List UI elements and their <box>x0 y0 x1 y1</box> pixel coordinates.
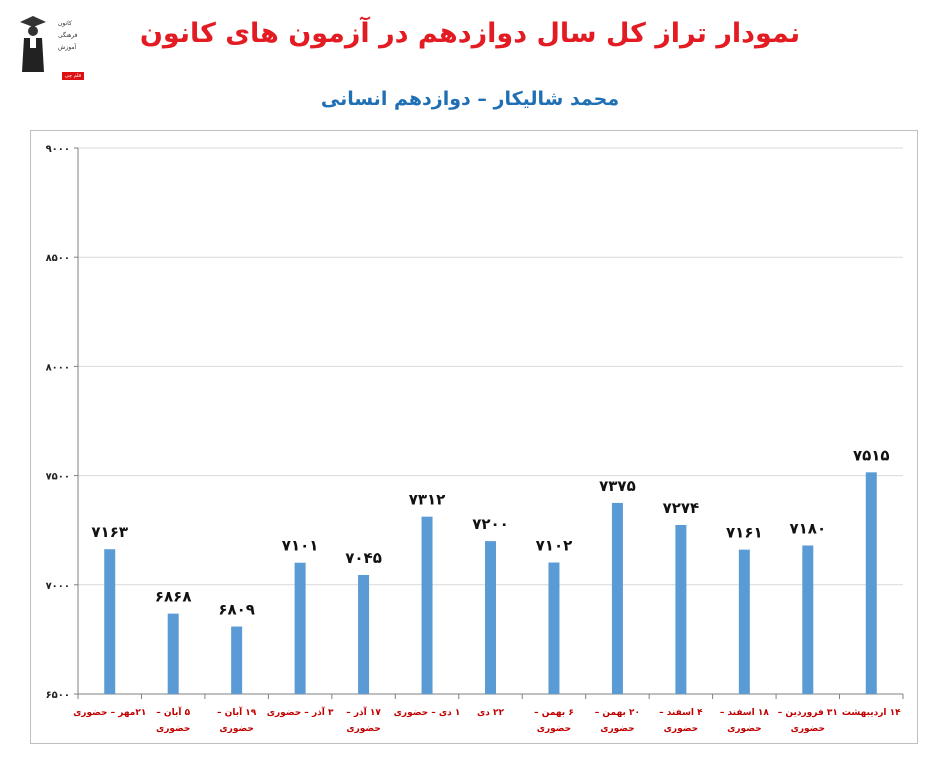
x-tick-label: ۱۸ اسفند – <box>720 708 770 718</box>
x-tick-label: ۲۱مهر – حضوری <box>73 708 146 718</box>
bar <box>865 472 877 694</box>
kanoon-logo: کانون فرهنگی آموزش قلم چی <box>18 14 84 80</box>
logo-badge: قلم چی <box>62 72 84 80</box>
chart-title: نمودار تراز کل سال دوازدهم در آزمون های … <box>139 18 801 49</box>
x-tick-label: ۴ اسفند – <box>659 708 703 718</box>
bars <box>104 472 877 694</box>
logo-line-2: فرهنگی <box>58 32 78 39</box>
x-tick-label: حضوری <box>156 724 190 734</box>
y-tick-label: ۷۵۰۰ <box>46 472 70 483</box>
data-label: ۷۲۷۴ <box>663 499 700 517</box>
x-tick-label: ۵ آبان – <box>156 706 190 718</box>
x-tick-label: ۳۱ فروردین – <box>778 708 838 718</box>
data-label: ۶۸۰۹ <box>218 601 255 619</box>
bar <box>167 613 179 694</box>
data-label: ۷۵۱۵ <box>853 446 890 464</box>
x-tick-label: ۱۹ آبان – <box>217 706 257 718</box>
data-label: ۷۱۶۳ <box>91 523 128 541</box>
bar <box>675 524 687 694</box>
x-tick-label: حضوری <box>537 724 571 734</box>
y-tick-label: ۶۵۰۰ <box>46 690 70 701</box>
y-tick-label: ۹۰۰۰ <box>46 144 70 155</box>
x-tick-label: حضوری <box>600 724 634 734</box>
x-tick-label: حضوری <box>664 724 698 734</box>
x-tick-label: ۲۰ بهمن – <box>595 708 640 718</box>
data-label: ۷۱۰۱ <box>282 537 319 555</box>
y-tick-label: ۷۰۰۰ <box>46 581 70 592</box>
bar <box>294 562 306 694</box>
x-tick-label: حضوری <box>727 724 761 734</box>
bar <box>548 562 560 694</box>
data-label: ۷۱۸۰ <box>789 519 826 537</box>
bar <box>485 541 496 694</box>
labels: ۶۵۰۰ ۷۰۰۰ ۷۵۰۰ ۸۰۰۰ ۸۵۰۰ ۹۰۰۰ ۷۱۶۳ ۲۱مهر – حضور… <box>46 144 902 734</box>
chart-frame <box>30 130 918 744</box>
x-tick-label: ۶ بهمن – <box>534 708 574 718</box>
data-label: ۶۸۶۸ <box>155 588 192 606</box>
data-label: ۷۳۷۵ <box>599 477 636 495</box>
y-tick-label: ۸۵۰۰ <box>46 253 70 264</box>
bar <box>611 502 623 694</box>
bar <box>231 626 243 694</box>
bar <box>802 545 814 694</box>
data-label: ۷۰۴۵ <box>345 549 382 567</box>
x-tick-label: ۳ آذر – حضوری <box>267 706 334 718</box>
y-tick-label: ۸۰۰۰ <box>46 362 70 373</box>
bar <box>104 549 116 694</box>
logo-line-1: کانون <box>58 20 72 27</box>
x-tick-label: ۱۷ آذر – <box>346 706 381 718</box>
data-label: ۷۱۰۲ <box>536 537 573 555</box>
x-tick-label: حضوری <box>791 724 825 734</box>
bar <box>421 516 433 694</box>
data-label: ۷۱۶۱ <box>726 524 763 542</box>
x-tick-label: حضوری <box>346 724 380 734</box>
x-tick-label: ۱ دی – حضوری <box>394 708 461 718</box>
graduate-figure-icon <box>20 16 46 72</box>
x-tick-label: حضوری <box>219 724 253 734</box>
logo-line-3: آموزش <box>58 44 77 51</box>
data-label: ۷۲۰۰ <box>472 515 509 533</box>
chart-subtitle: محمد شالیکار – دوازدهم انسانی <box>320 88 620 110</box>
x-tick-label: ۲۲ دی <box>477 708 505 718</box>
bar <box>358 574 370 694</box>
x-tick-label: ۱۴ اردیبهشت <box>842 708 901 718</box>
bar <box>738 549 750 694</box>
data-label: ۷۳۱۲ <box>409 491 446 509</box>
